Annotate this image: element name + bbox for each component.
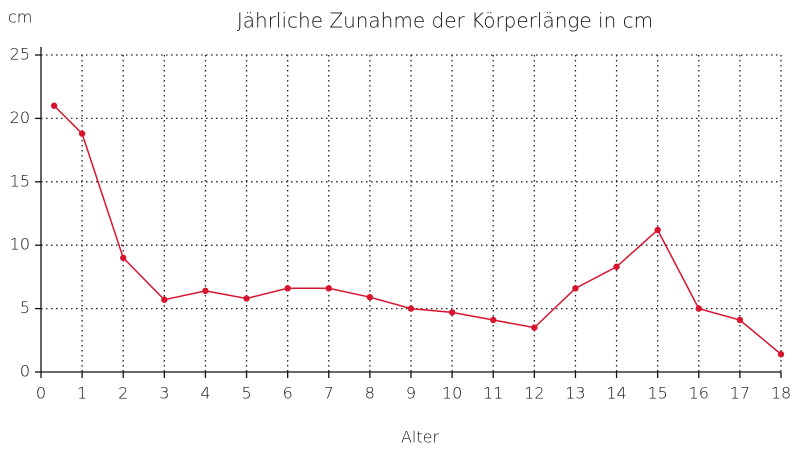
point: [78, 130, 86, 137]
x-tick-label: 17: [730, 384, 750, 403]
x-tick-label: 5: [241, 384, 251, 403]
x-tick-label: 6: [283, 384, 293, 403]
x-tick-label: 14: [606, 384, 626, 403]
point: [325, 285, 332, 292]
x-tick-label: 10: [442, 384, 462, 403]
x-axis-label: Alter: [401, 428, 440, 447]
x-tick-label: 15: [647, 384, 667, 403]
point: [572, 285, 579, 292]
point: [161, 296, 168, 303]
point: [695, 305, 702, 312]
point: [490, 316, 497, 324]
x-tick-label: 8: [365, 384, 375, 403]
x-tick-label: 3: [159, 384, 169, 403]
point: [366, 293, 374, 301]
point: [243, 295, 250, 302]
point: [407, 305, 415, 312]
y-tick-label: 0: [20, 362, 30, 381]
x-tick-label: 0: [36, 384, 46, 403]
y-tick-label: 10: [10, 235, 30, 254]
point: [777, 351, 785, 358]
x-tick-label: 1: [77, 384, 87, 403]
point: [120, 254, 127, 262]
line: [53, 105, 782, 355]
point: [50, 102, 58, 109]
point: [284, 285, 291, 292]
x-tick-label: 18: [771, 384, 791, 403]
chart-title: Jährliche Zunahme der Körperlänge in cm: [237, 9, 653, 33]
x-tick-label: 13: [565, 384, 585, 403]
x-tick-label: 9: [406, 384, 416, 403]
y-tick-label: 5: [20, 298, 30, 317]
x-tick-label: 16: [689, 384, 709, 403]
x-tick-label: 11: [483, 384, 503, 403]
y-tick-label: 15: [10, 171, 30, 190]
x-tick-label: 7: [324, 384, 334, 403]
x-tick-label: 2: [118, 384, 128, 403]
x-tick-label: 12: [524, 384, 544, 403]
y-tick-label: 25: [10, 45, 30, 64]
point: [654, 226, 661, 234]
point: [448, 309, 456, 316]
point: [613, 263, 620, 270]
point: [736, 316, 744, 324]
point: [202, 287, 209, 295]
y-tick-label: 20: [10, 108, 30, 127]
point: [531, 324, 538, 331]
x-tick-label: 4: [200, 384, 210, 403]
y-axis-label: cm: [8, 8, 32, 27]
